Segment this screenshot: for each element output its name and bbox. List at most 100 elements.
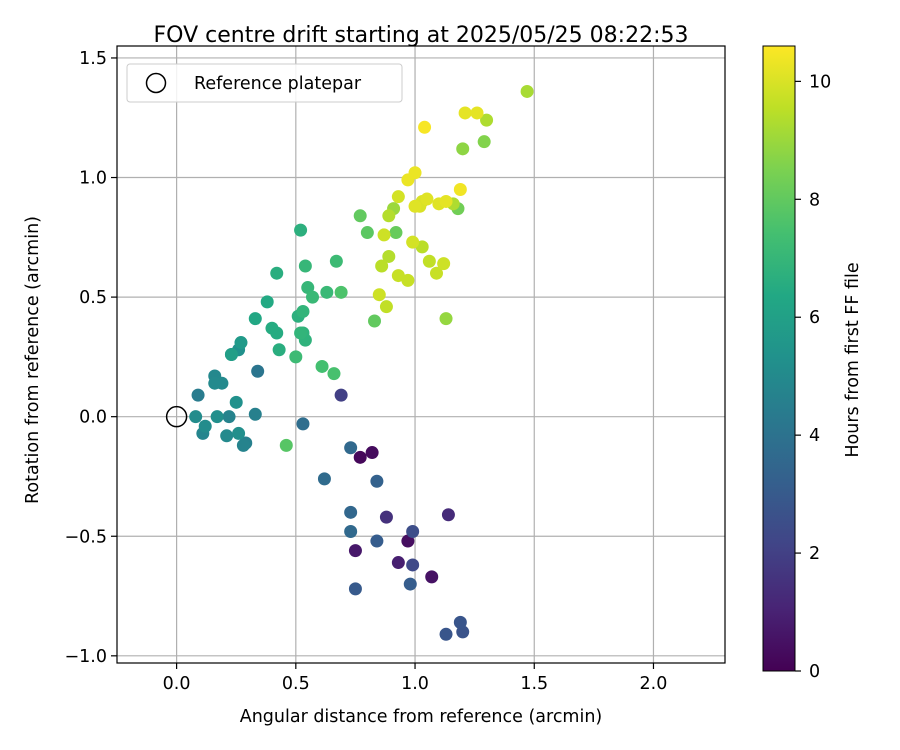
data-point [265, 321, 279, 335]
chart-title: FOV centre drift starting at 2025/05/25 … [154, 23, 689, 48]
data-point [377, 228, 391, 242]
data-point [520, 84, 534, 98]
data-point [298, 259, 312, 273]
data-point [344, 441, 358, 455]
colorbar-label: Hours from first FF file [843, 262, 863, 457]
x-tick-label: 0.5 [282, 674, 310, 694]
data-point [329, 254, 343, 268]
y-axis-ticks: −1.0 −0.5 0.0 0.5 1.0 1.5 [65, 49, 117, 667]
x-tick-label: 1.5 [520, 674, 548, 694]
data-point [208, 376, 222, 390]
data-point [353, 209, 367, 223]
data-point [317, 472, 331, 486]
data-point [210, 410, 224, 424]
data-point [222, 410, 236, 424]
data-point [401, 173, 415, 187]
data-point [418, 120, 432, 134]
data-point [279, 438, 293, 452]
data-point [372, 288, 386, 302]
data-point [453, 182, 467, 196]
data-point [348, 582, 362, 596]
data-point [477, 135, 491, 149]
legend-reference-label: Reference platepar [194, 74, 362, 94]
x-axis-ticks: 0.0 0.5 1.0 1.5 2.0 [163, 663, 668, 694]
y-axis-label: Rotation from reference (arcmin) [23, 216, 43, 504]
data-point [453, 615, 467, 629]
data-point [289, 350, 303, 364]
data-point [348, 544, 362, 558]
data-point [429, 266, 443, 280]
data-point [334, 388, 348, 402]
legend-box [126, 63, 403, 103]
data-point [406, 524, 420, 538]
colorbar-ticks: 0 2 4 6 8 10 [795, 72, 831, 682]
x-axis-label: Angular distance from reference (arcmin) [240, 707, 603, 727]
data-point [344, 505, 358, 519]
reference-marker-group [165, 405, 188, 428]
x-tick-label: 2.0 [640, 674, 668, 694]
data-point [406, 235, 420, 249]
data-point [379, 300, 393, 314]
data-point [408, 199, 422, 213]
data-point [232, 426, 246, 440]
data-point [370, 534, 384, 548]
y-tick-label: 1.5 [79, 49, 107, 69]
data-point [220, 429, 234, 443]
colorbar-tick-label: 0 [809, 662, 820, 682]
y-tick-label: −1.0 [65, 647, 108, 667]
data-points [189, 84, 534, 641]
data-point [365, 446, 379, 460]
data-point [248, 407, 262, 421]
data-point [327, 367, 341, 381]
data-point [441, 508, 455, 522]
colorbar-tick-label: 6 [809, 308, 820, 328]
colorbar-tick-label: 2 [809, 544, 820, 564]
data-point [360, 226, 374, 240]
legend-reference-icon [145, 72, 167, 94]
data-point [320, 285, 334, 299]
data-point [422, 254, 436, 268]
x-tick-label: 1.0 [401, 674, 429, 694]
data-point [403, 577, 417, 591]
grid-lines [117, 46, 725, 663]
data-point [296, 417, 310, 431]
legend: Reference platepar [126, 63, 403, 103]
data-point [198, 419, 212, 433]
data-point [401, 273, 415, 287]
colorbar [762, 45, 796, 672]
data-point [236, 438, 250, 452]
data-point [306, 290, 320, 304]
data-point [382, 209, 396, 223]
data-point [456, 142, 470, 156]
data-point [391, 556, 405, 570]
y-tick-label: −0.5 [65, 527, 108, 547]
data-point [439, 627, 453, 641]
data-point [389, 226, 403, 240]
data-point [344, 524, 358, 538]
data-point [294, 326, 308, 340]
data-point [470, 106, 484, 120]
data-point [315, 359, 329, 373]
data-point [458, 106, 472, 120]
colorbar-tick-label: 10 [809, 72, 831, 92]
data-point [439, 312, 453, 326]
data-point [382, 249, 396, 263]
data-point [294, 223, 308, 237]
data-point [370, 474, 384, 488]
plot-frame [116, 45, 726, 664]
data-point [270, 266, 284, 280]
data-point [420, 192, 434, 206]
y-tick-label: 0.5 [79, 288, 107, 308]
x-tick-label: 0.0 [163, 674, 191, 694]
colorbar-tick-label: 8 [809, 190, 820, 210]
data-point [229, 395, 243, 409]
data-point [379, 510, 393, 524]
data-point [425, 570, 439, 584]
data-point [189, 410, 203, 424]
data-point [353, 450, 367, 464]
data-point [191, 388, 205, 402]
colorbar-tick-label: 4 [809, 426, 820, 446]
data-point [391, 190, 405, 204]
data-point [272, 343, 286, 357]
